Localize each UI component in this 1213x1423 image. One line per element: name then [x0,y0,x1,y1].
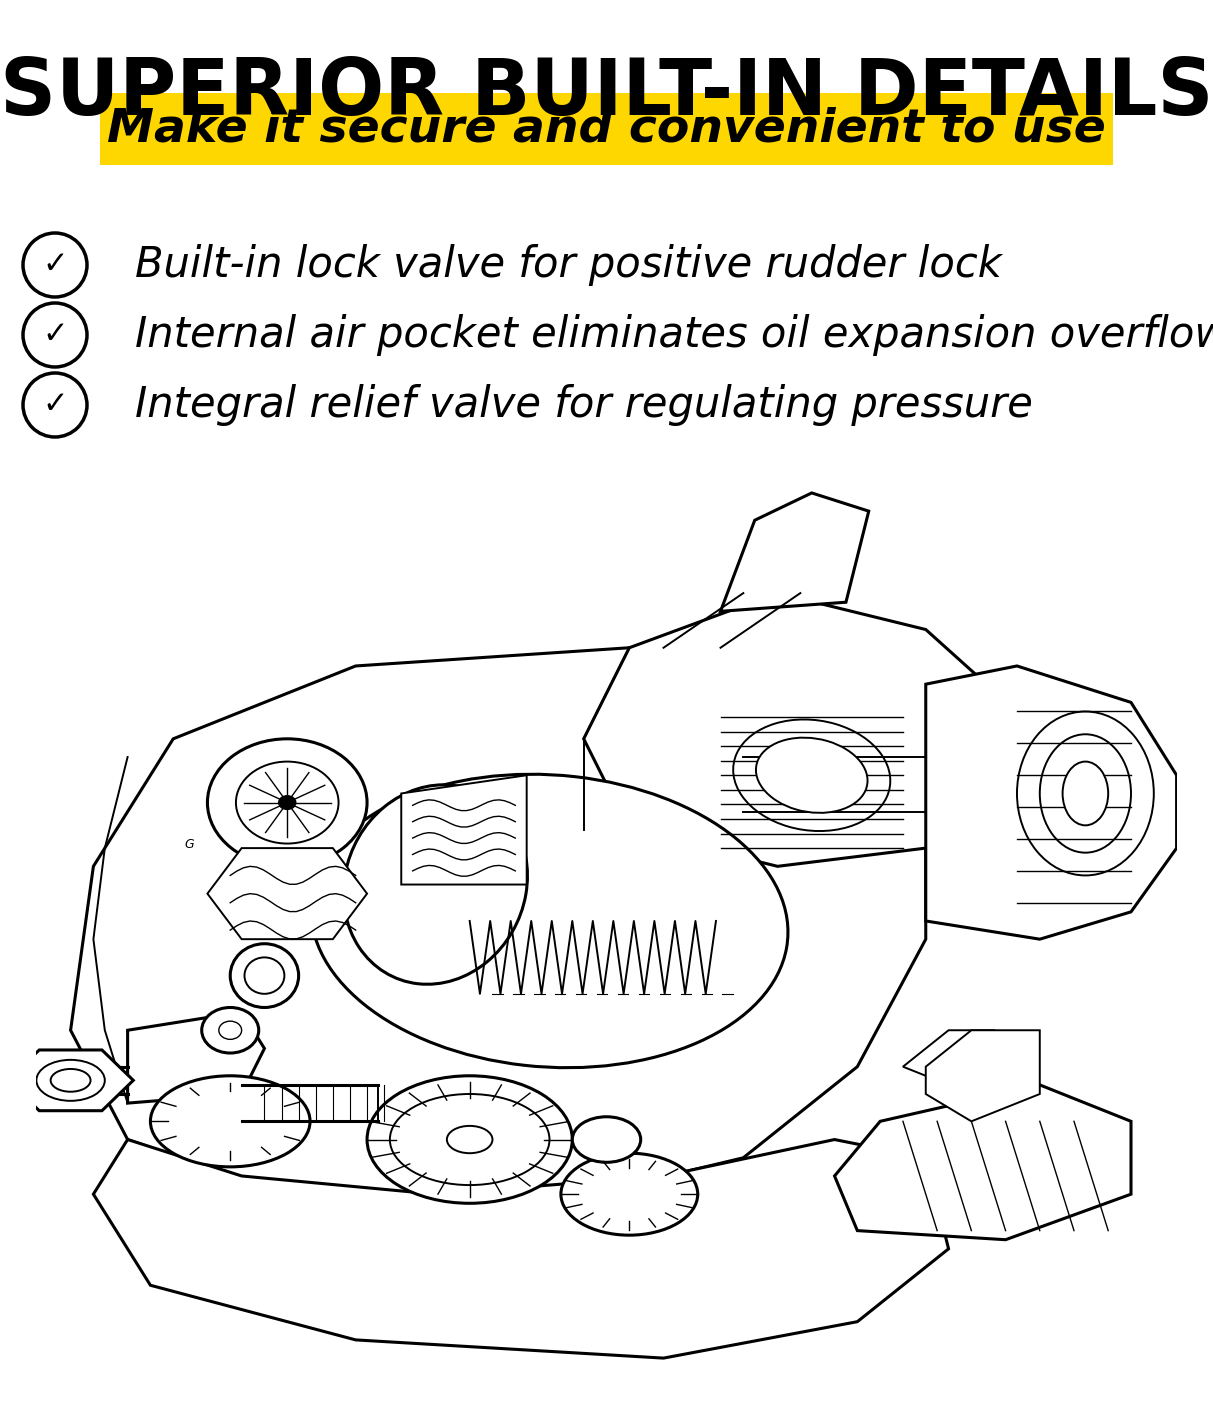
Ellipse shape [207,739,368,867]
Ellipse shape [218,1022,241,1039]
Ellipse shape [446,1126,492,1153]
Polygon shape [402,776,526,885]
Ellipse shape [36,1060,104,1101]
Ellipse shape [311,774,788,1067]
Ellipse shape [389,1094,549,1185]
Text: ✓: ✓ [42,320,68,350]
Polygon shape [721,492,869,612]
Text: ✓: ✓ [42,390,68,420]
FancyBboxPatch shape [99,92,1114,165]
Ellipse shape [1040,734,1131,852]
Polygon shape [70,647,926,1212]
Text: G: G [184,838,194,851]
Ellipse shape [573,1117,640,1163]
Ellipse shape [245,958,284,993]
Polygon shape [207,848,368,939]
Polygon shape [8,1050,133,1111]
Ellipse shape [756,737,867,813]
Text: ✓: ✓ [42,250,68,279]
Text: Make it secure and convenient to use: Make it secure and convenient to use [107,107,1106,151]
Polygon shape [902,1030,995,1084]
Polygon shape [127,1012,264,1103]
Ellipse shape [51,1069,91,1091]
Polygon shape [583,593,1016,867]
Ellipse shape [560,1153,697,1235]
Ellipse shape [343,785,528,985]
Ellipse shape [1016,712,1154,875]
Ellipse shape [279,795,296,810]
Polygon shape [835,1084,1131,1239]
Ellipse shape [150,1076,311,1167]
Polygon shape [926,666,1177,939]
Ellipse shape [230,943,298,1007]
Ellipse shape [201,1007,258,1053]
Ellipse shape [1063,761,1109,825]
Ellipse shape [235,761,338,844]
Ellipse shape [733,720,890,831]
Ellipse shape [368,1076,573,1204]
Text: Integral relief valve for regulating pressure: Integral relief valve for regulating pre… [135,384,1033,425]
Polygon shape [926,1030,1040,1121]
Text: Built-in lock valve for positive rudder lock: Built-in lock valve for positive rudder … [135,243,1002,286]
Text: SUPERIOR BUILT-IN DETAILS: SUPERIOR BUILT-IN DETAILS [0,55,1213,131]
Text: Internal air pocket eliminates oil expansion overflow: Internal air pocket eliminates oil expan… [135,314,1213,356]
Polygon shape [93,1140,949,1358]
